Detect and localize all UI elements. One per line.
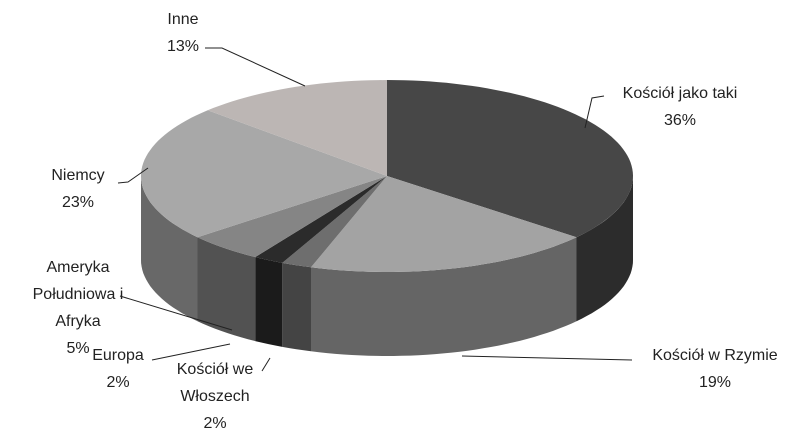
leader-line (117, 167, 149, 184)
data-label: Ameryka Południowa i Afryka 5% (32, 259, 124, 357)
slice (141, 110, 387, 238)
slice (282, 176, 387, 268)
leader-line (461, 355, 633, 361)
leader-lines (117, 47, 633, 372)
leader-line (119, 295, 233, 331)
slice (207, 80, 387, 176)
data-label: Inne 13% (166, 11, 200, 55)
leader-line (151, 343, 231, 361)
leader-line (261, 357, 271, 372)
leader-line (584, 95, 605, 129)
data-label: Kościół w Rzymie 19% (652, 347, 778, 391)
slice (387, 80, 633, 238)
data-label: Niemcy 23% (51, 167, 105, 211)
slice (311, 176, 577, 272)
data-label: Europa 2% (92, 347, 144, 391)
pie-tops (141, 80, 633, 272)
slice-side (282, 262, 311, 352)
slice-side (197, 237, 256, 342)
slice-side (311, 237, 577, 356)
data-label: Kościół we Włoszech 2% (176, 361, 254, 429)
leader-line (205, 47, 306, 87)
slice-side (576, 176, 633, 322)
pie-sides (141, 176, 633, 356)
slice-side (141, 176, 198, 322)
slice-side (255, 257, 283, 347)
data-label: Kościół jako taki 36% (622, 85, 738, 129)
slice (255, 176, 387, 263)
slice (197, 176, 387, 258)
